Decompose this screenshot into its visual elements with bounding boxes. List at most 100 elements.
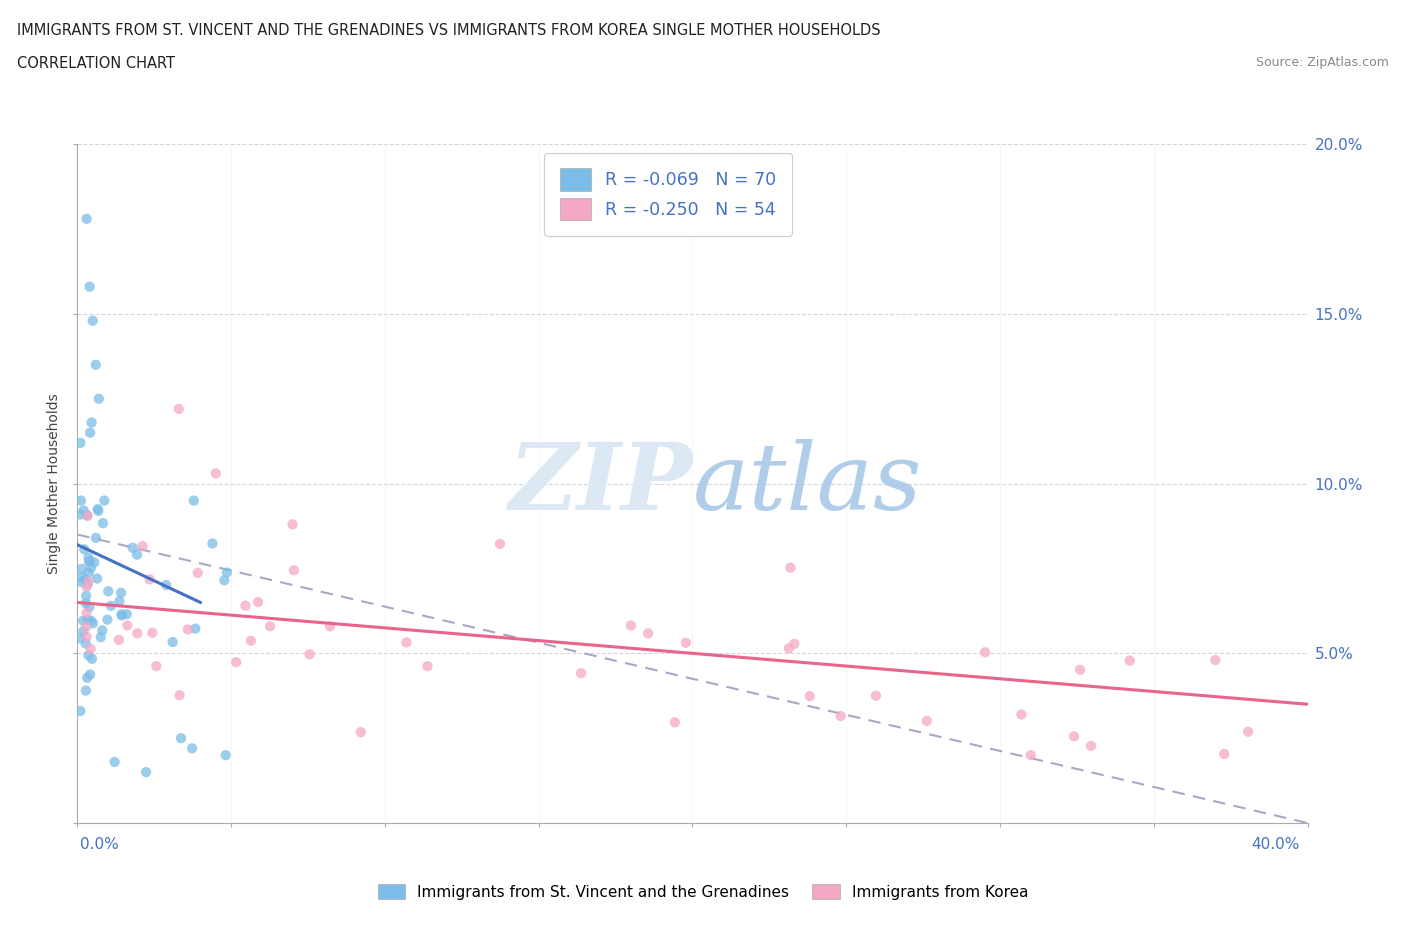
Point [80, 415, 103, 430]
Point [675, 635, 697, 650]
Y-axis label: Single Mother Households: Single Mother Households [48, 393, 62, 574]
Point [177, 622, 200, 637]
Point [96, 612, 118, 627]
Point [395, 635, 418, 650]
Point [91, 516, 114, 531]
Point [201, 536, 224, 551]
Text: IMMIGRANTS FROM ST. VINCENT AND THE GRENADINES VS IMMIGRANTS FROM KOREA SINGLE M: IMMIGRANTS FROM ST. VINCENT AND THE GREN… [17, 23, 880, 38]
Point [1213, 747, 1236, 762]
Point [93, 493, 115, 508]
Point [90, 630, 112, 644]
Point [75, 596, 97, 611]
Point [215, 565, 238, 580]
Point [79, 425, 101, 440]
Point [170, 731, 193, 746]
Point [76, 211, 98, 226]
Point [1204, 653, 1226, 668]
Point [75, 589, 97, 604]
Point [214, 748, 236, 763]
Point [110, 607, 132, 622]
Point [121, 540, 143, 555]
Text: CORRELATION CHART: CORRELATION CHART [17, 56, 174, 71]
Point [77, 550, 100, 565]
Point [86, 571, 108, 586]
Point [830, 709, 852, 724]
Point [117, 618, 139, 633]
Point [167, 402, 190, 417]
Point [70, 575, 93, 590]
Point [283, 563, 305, 578]
Point [281, 517, 304, 532]
Point [1010, 707, 1032, 722]
Point [187, 565, 209, 580]
Point [127, 626, 149, 641]
Text: 0.0%: 0.0% [80, 837, 120, 852]
Point [80, 613, 103, 628]
Point [104, 754, 127, 769]
Point [87, 392, 110, 406]
Point [1019, 748, 1042, 763]
Point [131, 538, 153, 553]
Point [778, 641, 800, 656]
Point [125, 547, 148, 562]
Point [1063, 729, 1085, 744]
Point [181, 741, 204, 756]
Point [87, 503, 110, 518]
Point [97, 584, 120, 599]
Point [1069, 662, 1091, 677]
Point [155, 578, 177, 592]
Point [235, 598, 257, 613]
Point [69, 631, 91, 646]
Point [69, 704, 91, 719]
Point [247, 594, 270, 609]
Point [664, 715, 686, 730]
Point [77, 554, 100, 569]
Point [108, 632, 131, 647]
Point [70, 562, 93, 577]
Point [865, 688, 887, 703]
Point [79, 600, 101, 615]
Point [141, 625, 163, 640]
Point [69, 435, 91, 450]
Point [79, 279, 101, 294]
Point [76, 619, 98, 634]
Point [783, 636, 806, 651]
Point [298, 646, 321, 661]
Point [75, 636, 97, 651]
Point [72, 624, 94, 639]
Point [76, 577, 98, 591]
Point [1080, 738, 1102, 753]
Point [204, 466, 226, 481]
Point [76, 671, 98, 685]
Point [145, 658, 167, 673]
Point [183, 493, 205, 508]
Legend: Immigrants from St. Vincent and the Grenadines, Immigrants from Korea: Immigrants from St. Vincent and the Gren… [371, 877, 1035, 906]
Point [135, 764, 157, 779]
Point [569, 666, 592, 681]
Point [1237, 724, 1260, 739]
Point [77, 574, 100, 589]
Point [82, 313, 104, 328]
Point [915, 713, 938, 728]
Point [110, 585, 132, 600]
Point [70, 493, 93, 508]
Text: Source: ZipAtlas.com: Source: ZipAtlas.com [1256, 56, 1389, 69]
Point [169, 688, 191, 703]
Point [239, 633, 262, 648]
Point [225, 655, 247, 670]
Point [319, 618, 342, 633]
Point [1119, 653, 1142, 668]
Point [76, 579, 98, 594]
Point [84, 357, 107, 372]
Point [138, 572, 160, 587]
Point [70, 569, 93, 584]
Text: 40.0%: 40.0% [1251, 837, 1299, 852]
Point [75, 572, 97, 587]
Point [76, 605, 98, 620]
Point [416, 658, 439, 673]
Point [637, 626, 659, 641]
Point [83, 555, 105, 570]
Point [69, 507, 91, 522]
Point [799, 689, 821, 704]
Point [75, 684, 97, 698]
